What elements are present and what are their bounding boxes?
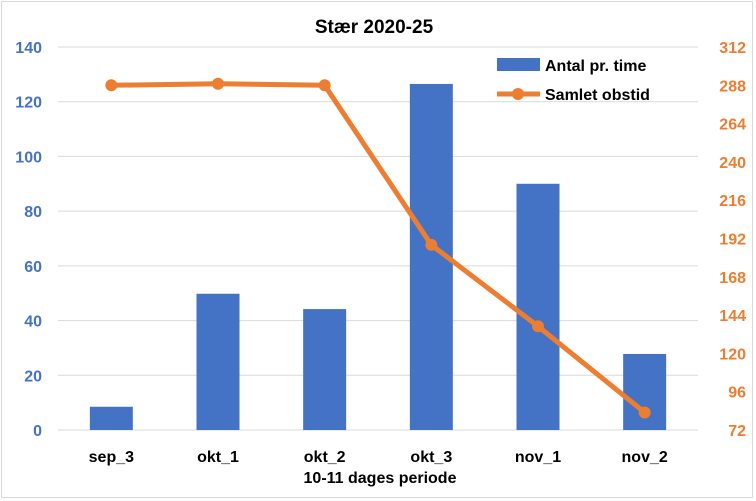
left-tick-label: 60 [24,259,42,276]
left-tick-label: 0 [33,423,42,440]
category-label: okt_1 [197,449,239,466]
line-point-okt_2 [318,79,331,92]
legend-label-bar: Antal pr. time [545,58,646,75]
right-tick-label: 216 [719,193,746,210]
right-tick-label: 288 [719,78,746,95]
gridlines [58,46,698,376]
left-tick-label: 140 [15,40,42,57]
right-tick-label: 96 [728,385,746,402]
right-tick-label: 168 [719,270,746,287]
category-label: nov_1 [515,449,561,466]
right-tick-label: 312 [719,40,746,57]
category-label: nov_2 [622,449,668,466]
line-point-okt_1 [212,77,224,90]
left-axis-ticks: 0 20 40 60 80 100 120 140 [15,40,42,440]
legend-swatch-bar [497,58,540,71]
line-series [105,77,651,419]
category-label: sep_3 [89,449,134,466]
left-tick-label: 20 [24,368,42,385]
right-axis-ticks: 72 96 120 144 168 192 216 240 264 288 312 [719,40,746,440]
line-path [111,81,647,415]
category-label: okt_2 [304,449,346,466]
right-tick-label: 72 [728,423,746,440]
line-point-okt_3 [425,238,438,251]
category-label: okt_3 [410,449,452,466]
left-tick-label: 40 [24,314,42,331]
right-tick-label: 264 [719,117,746,134]
legend-swatch-marker [512,88,524,100]
left-tick-label: 80 [24,204,42,221]
category-labels: sep_3 okt_1 okt_2 okt_3 nov_1 nov_2 [89,449,668,466]
bar-okt_2 [303,309,347,430]
legend: Antal pr. time Samlet obstid [497,58,650,104]
right-tick-label: 240 [719,155,746,172]
line-point-sep_3 [105,79,118,92]
x-axis-title: 10-11 dages periode [304,470,457,487]
bar-nov_2 [623,353,667,430]
right-tick-label: 144 [719,308,746,325]
line-point-nov_2 [638,406,651,419]
left-tick-label: 100 [15,149,42,166]
bar-nov_1 [516,183,560,430]
legend-label-line: Samlet obstid [545,87,650,104]
chart-title: Stær 2020-25 [315,17,434,38]
bar-okt_1 [196,293,240,430]
right-tick-label: 120 [719,346,746,363]
bar-series [89,83,667,431]
left-tick-label: 120 [15,95,42,112]
line-point-nov_1 [532,320,544,333]
right-tick-label: 192 [719,232,746,249]
bar-sep_3 [89,406,133,430]
